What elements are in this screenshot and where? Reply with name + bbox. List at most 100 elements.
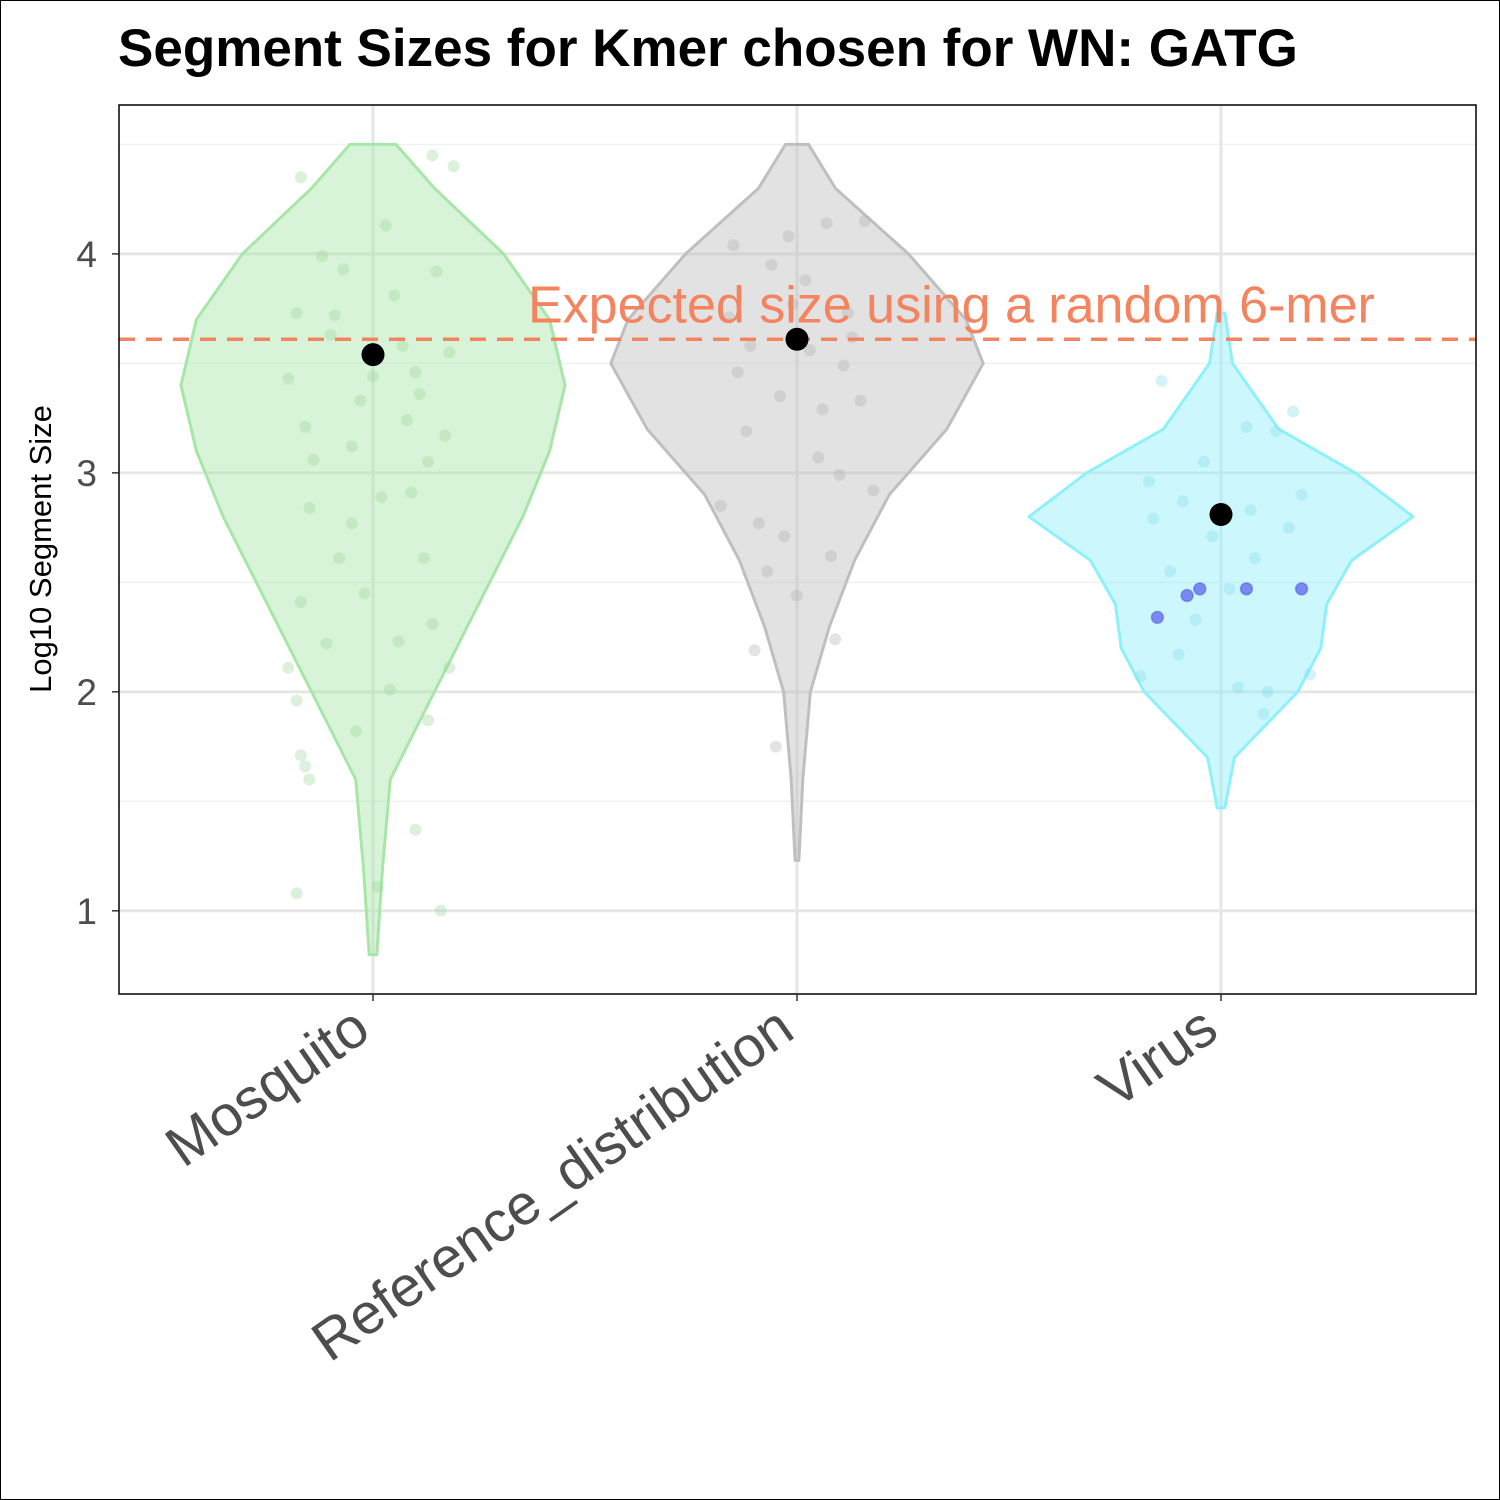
- data-point: [803, 344, 816, 357]
- data-point: [778, 530, 791, 543]
- data-point: [761, 565, 774, 578]
- data-point: [383, 683, 396, 696]
- data-point: [748, 644, 761, 657]
- data-point: [829, 633, 842, 646]
- data-point: [765, 258, 778, 271]
- data-point: [417, 552, 430, 565]
- data-point: [282, 372, 295, 385]
- data-point: [426, 617, 439, 630]
- highlighted-data-point: [1193, 582, 1207, 596]
- data-point: [837, 359, 850, 372]
- data-point: [354, 394, 367, 407]
- violin-virus: [1027, 311, 1415, 810]
- data-point: [290, 307, 303, 320]
- data-point: [337, 263, 350, 276]
- data-point: [1282, 521, 1295, 534]
- data-point: [1231, 681, 1244, 694]
- data-point: [1240, 420, 1253, 433]
- data-point: [1155, 374, 1168, 387]
- y-axis-label: Log10 Segment Size: [23, 405, 58, 693]
- data-point: [290, 694, 303, 707]
- data-point: [345, 517, 358, 530]
- data-point: [744, 339, 757, 352]
- data-point: [1142, 475, 1155, 488]
- data-point: [316, 250, 329, 263]
- data-point: [820, 217, 833, 230]
- data-point: [379, 219, 392, 232]
- data-point: [430, 265, 443, 278]
- data-point: [1172, 648, 1185, 661]
- highlighted-data-point: [1294, 582, 1309, 596]
- data-point: [791, 589, 803, 602]
- data-point: [858, 215, 871, 228]
- y-tick-label: 3: [76, 453, 97, 494]
- data-point: [320, 637, 333, 650]
- data-point: [769, 740, 782, 753]
- data-point: [833, 469, 846, 482]
- data-point: [812, 451, 825, 464]
- highlighted-data-point: [1239, 582, 1254, 596]
- data-point: [367, 370, 379, 383]
- data-point: [409, 366, 422, 379]
- violin-mosquito: [179, 142, 567, 957]
- data-point: [786, 298, 799, 311]
- data-point: [422, 455, 435, 468]
- data-point: [841, 307, 854, 320]
- data-point: [1248, 552, 1261, 565]
- y-tick-label: 1: [76, 891, 97, 932]
- data-point: [740, 425, 753, 438]
- data-point: [375, 490, 388, 503]
- data-point: [303, 773, 316, 786]
- data-point: [443, 346, 456, 359]
- y-tick-label: 2: [76, 672, 97, 713]
- grid-lines: [119, 105, 1476, 994]
- data-point: [1176, 495, 1189, 508]
- data-point: [774, 390, 787, 403]
- data-point: [392, 635, 405, 648]
- reference-line-group: Expected size using a random 6-mer: [119, 276, 1476, 342]
- data-point: [723, 311, 736, 324]
- data-point: [1287, 405, 1300, 418]
- data-point: [324, 328, 337, 341]
- data-point: [1295, 488, 1308, 501]
- data-point: [413, 388, 426, 401]
- y-tick-label: 4: [76, 234, 97, 275]
- chart-title: Segment Sizes for Kmer chosen for WN: GA…: [118, 19, 1298, 78]
- data-point: [1244, 504, 1257, 517]
- data-point: [434, 904, 447, 917]
- data-point: [405, 486, 418, 499]
- data-point: [422, 714, 435, 727]
- data-point: [1270, 425, 1283, 438]
- data-point: [1223, 582, 1236, 595]
- data-point: [294, 171, 307, 184]
- data-point: [1134, 670, 1147, 683]
- data-point: [1261, 685, 1274, 698]
- data-point: [867, 484, 880, 497]
- data-point: [1304, 668, 1317, 681]
- data-point: [1198, 455, 1211, 468]
- violin-reference_distribution: [609, 142, 985, 862]
- data-point: [727, 239, 740, 252]
- data-point: [350, 725, 363, 738]
- data-point: [290, 887, 303, 900]
- data-point: [299, 420, 312, 433]
- violins: [179, 142, 1415, 957]
- data-point: [371, 880, 384, 893]
- median-point-reference_distribution: [785, 327, 809, 351]
- highlighted-data-point: [1150, 610, 1165, 625]
- data-point: [854, 394, 867, 407]
- data-point: [782, 230, 795, 243]
- data-point: [752, 517, 765, 530]
- data-point: [447, 160, 460, 173]
- median-point-virus: [1209, 502, 1233, 526]
- median-point-mosquito: [361, 343, 385, 367]
- data-point: [345, 440, 358, 453]
- data-point: [824, 550, 837, 563]
- data-point: [358, 587, 371, 600]
- data-point: [816, 403, 829, 416]
- data-point: [294, 749, 307, 762]
- data-point: [443, 661, 456, 674]
